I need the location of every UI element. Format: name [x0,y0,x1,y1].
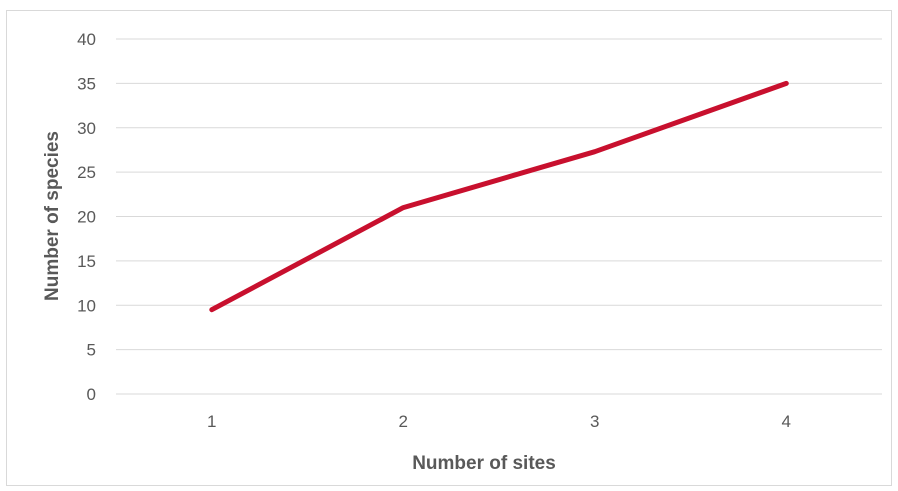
y-axis-ticks: 0 5 10 15 20 25 30 35 40 [77,30,96,404]
y-tick-label: 5 [87,341,96,360]
y-tick-label: 25 [77,163,96,182]
y-tick-label: 20 [77,208,96,227]
x-tick-label: 2 [399,412,408,431]
y-tick-label: 30 [77,119,96,138]
y-axis-title: Number of species [42,131,63,301]
x-axis-ticks: 1 2 3 4 [207,412,791,431]
series-layer [209,80,789,313]
y-tick-label: 40 [77,30,96,49]
x-tick-label: 3 [590,412,599,431]
y-tick-label: 15 [77,252,96,271]
y-tick-label: 35 [77,74,96,93]
x-tick-label: 4 [782,412,791,431]
series-line-0 [209,80,789,313]
chart-frame [6,10,892,486]
x-axis-title: Number of sites [412,453,556,474]
y-tick-label: 0 [87,385,96,404]
y-tick-label: 10 [77,296,96,315]
x-tick-label: 1 [207,412,216,431]
gridlines [116,38,882,395]
